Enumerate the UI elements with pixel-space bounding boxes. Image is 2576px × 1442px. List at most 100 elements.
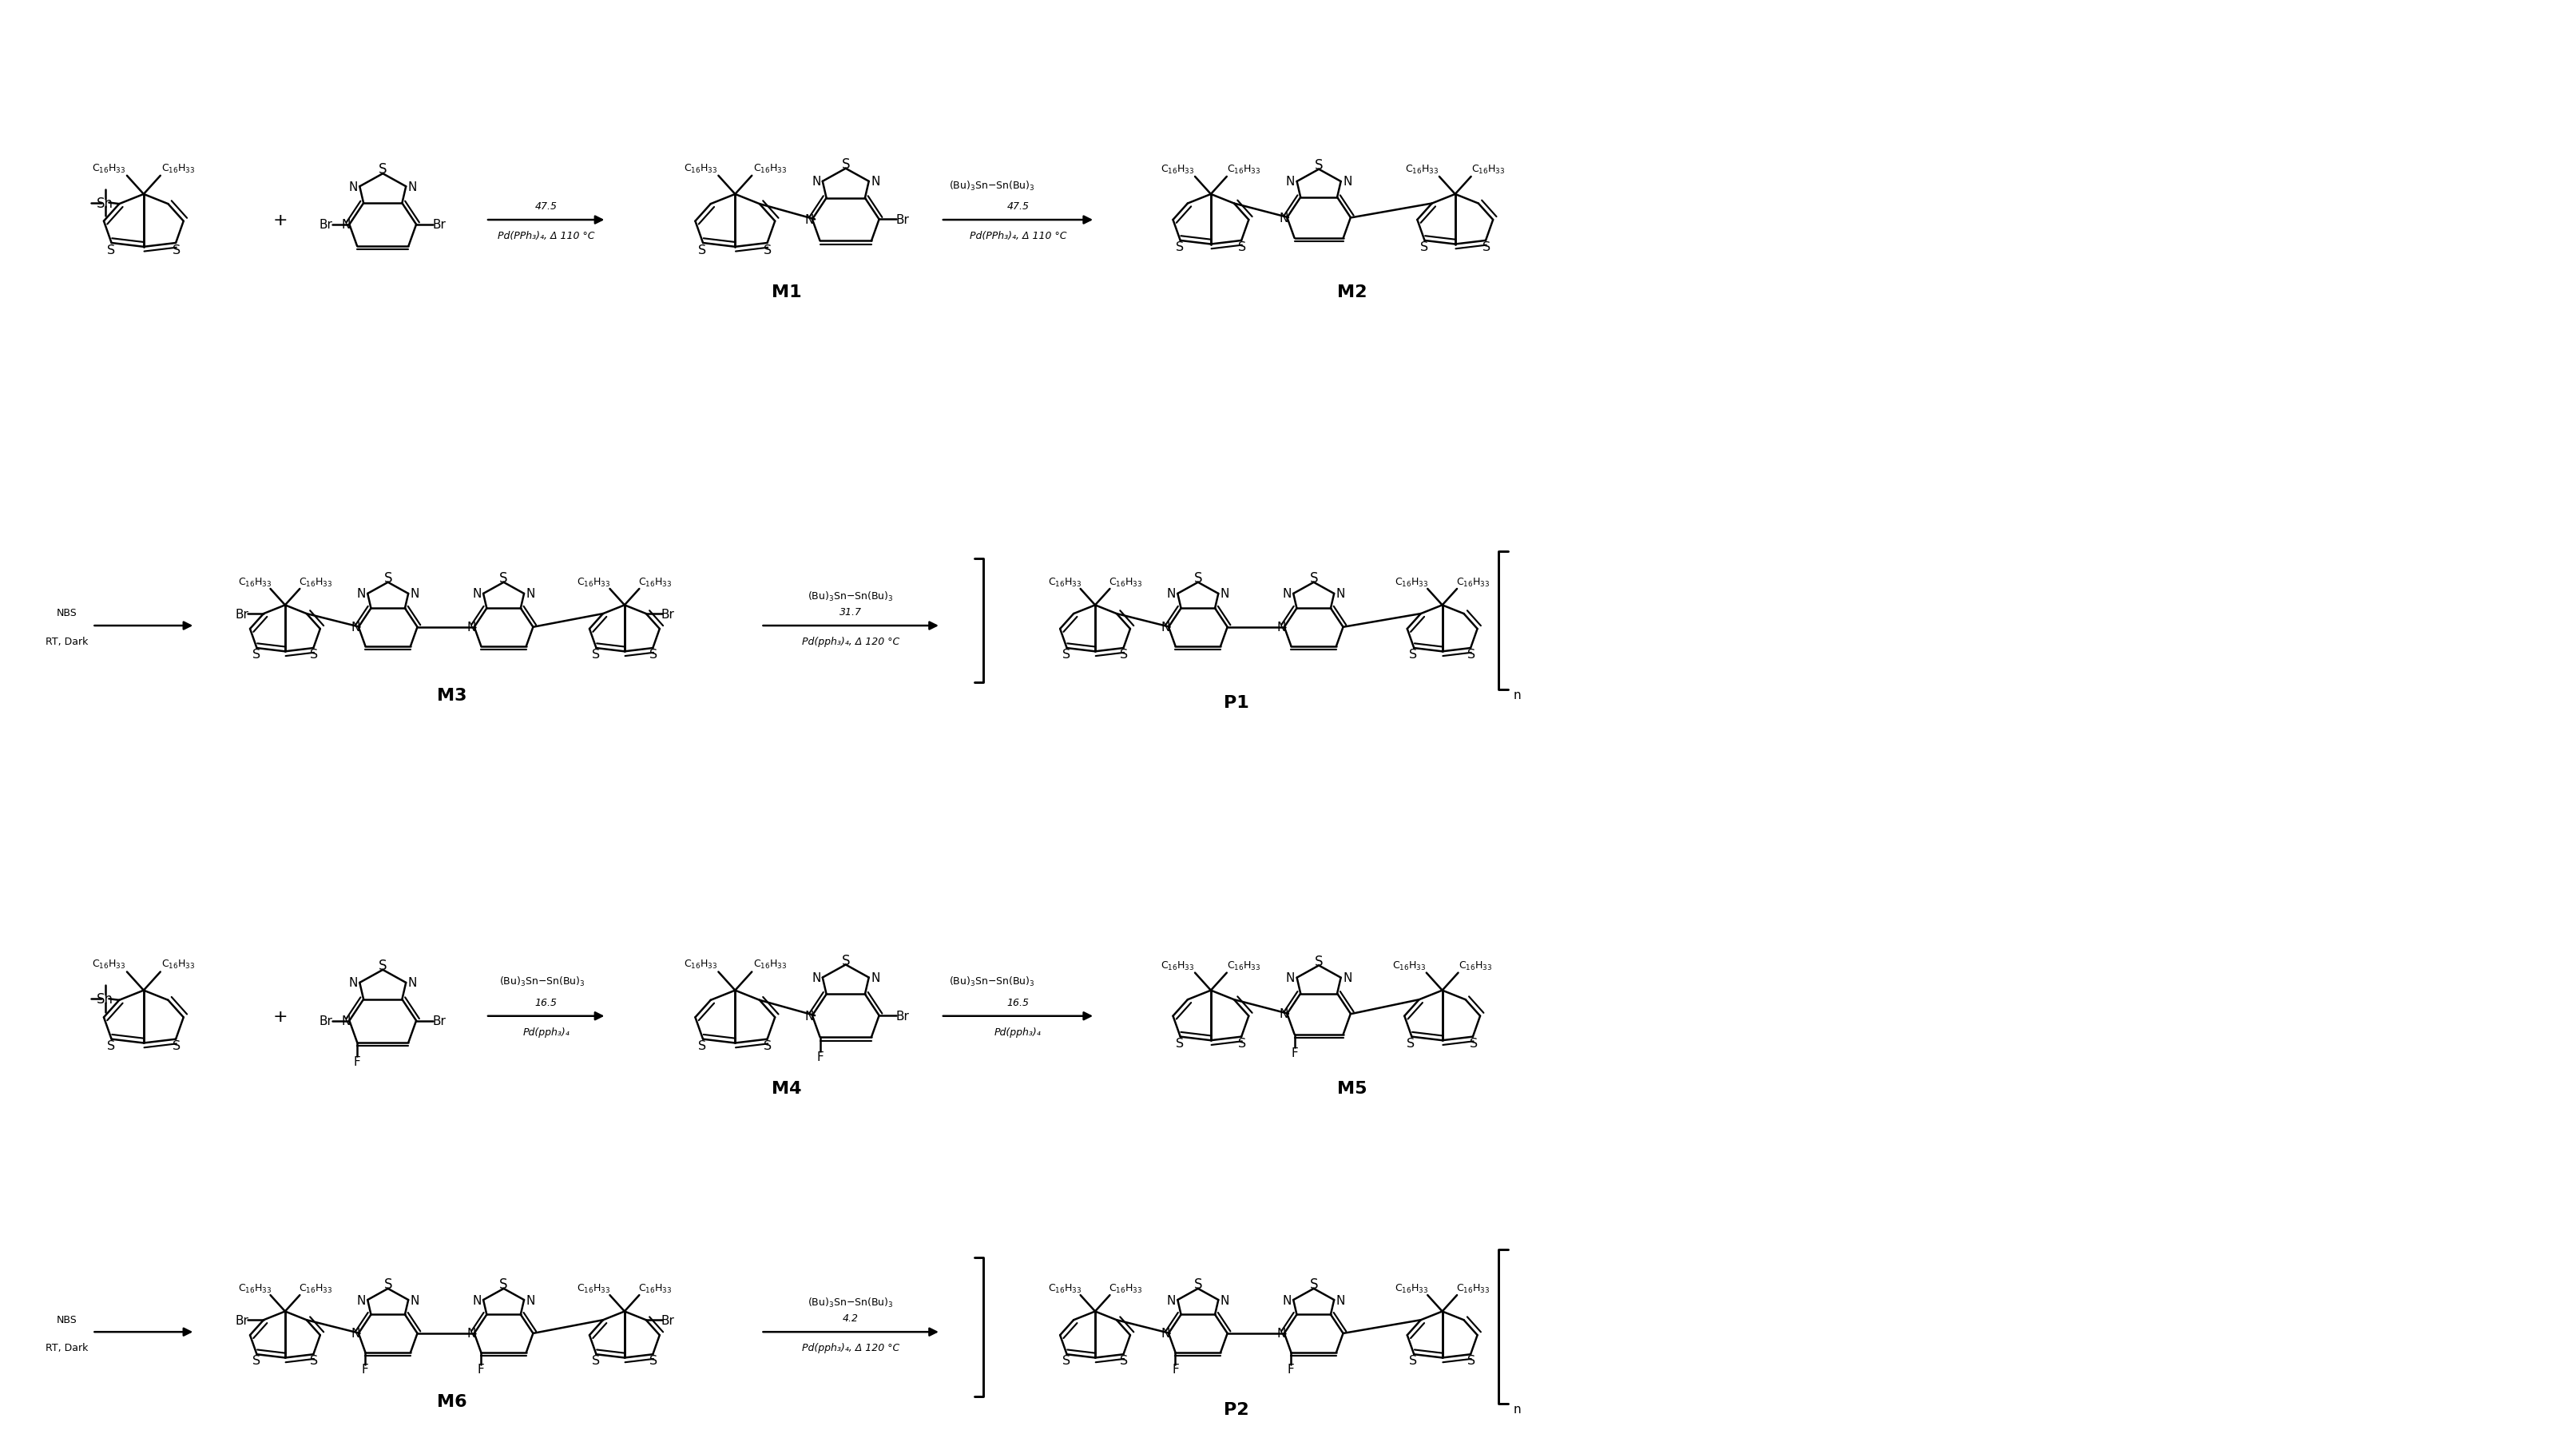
Text: (Bu)$_3$Sn$-$Sn(Bu)$_3$: (Bu)$_3$Sn$-$Sn(Bu)$_3$ (809, 1296, 894, 1309)
Text: S: S (649, 1354, 657, 1366)
Text: C$_{16}$H$_{33}$: C$_{16}$H$_{33}$ (1048, 577, 1082, 588)
Text: Br: Br (234, 1314, 250, 1327)
Text: N: N (1283, 1293, 1291, 1306)
Text: S: S (1175, 1037, 1182, 1048)
Text: S: S (698, 244, 706, 255)
Text: N: N (871, 176, 881, 187)
Text: S: S (842, 953, 850, 968)
Text: S: S (106, 1040, 116, 1051)
Text: M1: M1 (773, 284, 801, 300)
Text: C$_{16}$H$_{33}$: C$_{16}$H$_{33}$ (1455, 577, 1489, 588)
Text: Pd(pph₃)₄: Pd(pph₃)₄ (523, 1027, 569, 1037)
Text: C$_{16}$H$_{33}$: C$_{16}$H$_{33}$ (237, 577, 270, 588)
Text: 16.5: 16.5 (536, 996, 556, 1008)
Text: C$_{16}$H$_{33}$: C$_{16}$H$_{33}$ (1108, 1282, 1144, 1295)
Text: C$_{16}$H$_{33}$: C$_{16}$H$_{33}$ (1394, 959, 1427, 972)
Text: N: N (350, 622, 361, 633)
Text: C$_{16}$H$_{33}$: C$_{16}$H$_{33}$ (1048, 1282, 1082, 1295)
Text: S: S (379, 957, 386, 972)
Text: N: N (410, 1293, 420, 1306)
Text: P1: P1 (1224, 695, 1249, 711)
Text: S: S (500, 571, 507, 585)
Text: S: S (842, 157, 850, 172)
Text: S: S (252, 647, 260, 660)
Text: S: S (173, 1040, 180, 1051)
Text: S: S (173, 244, 180, 255)
Text: N: N (1162, 1328, 1170, 1340)
Text: S: S (1121, 1354, 1128, 1366)
Text: F: F (353, 1056, 361, 1067)
Text: N: N (1167, 588, 1175, 600)
Text: S: S (1309, 571, 1319, 585)
Text: C$_{16}$H$_{33}$: C$_{16}$H$_{33}$ (752, 959, 786, 970)
Text: N: N (804, 213, 814, 226)
Text: M2: M2 (1337, 284, 1368, 300)
Text: S: S (765, 244, 773, 255)
Text: N: N (350, 1328, 361, 1340)
Text: N: N (1167, 1293, 1175, 1306)
Text: C$_{16}$H$_{33}$: C$_{16}$H$_{33}$ (639, 577, 672, 588)
Text: N: N (1342, 972, 1352, 983)
Text: S: S (1193, 571, 1203, 585)
Text: S: S (384, 1276, 392, 1291)
Text: C$_{16}$H$_{33}$: C$_{16}$H$_{33}$ (683, 163, 716, 174)
Text: N: N (355, 588, 366, 600)
Text: F: F (1172, 1363, 1180, 1376)
Text: S: S (1481, 241, 1492, 254)
Text: S: S (649, 647, 657, 660)
Text: S: S (1314, 159, 1324, 173)
Text: 16.5: 16.5 (1007, 996, 1030, 1008)
Text: Br: Br (319, 1015, 332, 1027)
Text: N: N (526, 588, 536, 600)
Text: Pd(pph₃)₄, Δ 120 °C: Pd(pph₃)₄, Δ 120 °C (801, 636, 899, 646)
Text: C$_{16}$H$_{33}$: C$_{16}$H$_{33}$ (639, 1282, 672, 1295)
Text: RT, Dark: RT, Dark (46, 1343, 88, 1353)
Text: S: S (1239, 241, 1247, 254)
Text: S: S (1193, 1276, 1203, 1291)
Text: N: N (1278, 1328, 1285, 1340)
Text: C$_{16}$H$_{33}$: C$_{16}$H$_{33}$ (1162, 959, 1195, 972)
Text: C$_{16}$H$_{33}$: C$_{16}$H$_{33}$ (1455, 1282, 1489, 1295)
Text: F: F (1291, 1047, 1298, 1058)
Text: S: S (1061, 647, 1069, 660)
Text: F: F (817, 1051, 824, 1063)
Text: C$_{16}$H$_{33}$: C$_{16}$H$_{33}$ (752, 163, 786, 174)
Text: Br: Br (662, 609, 675, 620)
Text: N: N (471, 588, 482, 600)
Text: C$_{16}$H$_{33}$: C$_{16}$H$_{33}$ (93, 163, 126, 174)
Text: Sn: Sn (98, 992, 113, 1007)
Text: Pd(pph₃)₄: Pd(pph₃)₄ (994, 1027, 1041, 1037)
Text: S: S (1468, 647, 1476, 660)
Text: N: N (1278, 622, 1285, 633)
Text: Br: Br (433, 219, 446, 231)
Text: S: S (1409, 647, 1417, 660)
Text: N: N (1221, 588, 1229, 600)
Text: S: S (592, 1354, 600, 1366)
Text: S: S (309, 647, 317, 660)
Text: S: S (1239, 1037, 1247, 1048)
Text: S: S (1406, 1037, 1414, 1048)
Text: C$_{16}$H$_{33}$: C$_{16}$H$_{33}$ (577, 577, 611, 588)
Text: N: N (466, 622, 477, 633)
Text: C$_{16}$H$_{33}$: C$_{16}$H$_{33}$ (1406, 164, 1440, 176)
Text: S: S (252, 1354, 260, 1366)
Text: Pd(PPh₃)₄, Δ 110 °C: Pd(PPh₃)₄, Δ 110 °C (969, 231, 1066, 241)
Text: N: N (1337, 588, 1345, 600)
Text: C$_{16}$H$_{33}$: C$_{16}$H$_{33}$ (1394, 1282, 1430, 1295)
Text: S: S (1419, 241, 1427, 254)
Text: 47.5: 47.5 (1007, 200, 1030, 212)
Text: N: N (1283, 588, 1291, 600)
Text: 31.7: 31.7 (840, 607, 863, 617)
Text: C$_{16}$H$_{33}$: C$_{16}$H$_{33}$ (299, 577, 332, 588)
Text: Br: Br (319, 219, 332, 231)
Text: N: N (471, 1293, 482, 1306)
Text: C$_{16}$H$_{33}$: C$_{16}$H$_{33}$ (162, 959, 196, 970)
Text: Pd(PPh₃)₄, Δ 110 °C: Pd(PPh₃)₄, Δ 110 °C (497, 231, 595, 241)
Text: 47.5: 47.5 (536, 200, 556, 212)
Text: N: N (355, 1293, 366, 1306)
Text: S: S (1409, 1354, 1417, 1366)
Text: N: N (407, 182, 417, 193)
Text: C$_{16}$H$_{33}$: C$_{16}$H$_{33}$ (1226, 959, 1260, 972)
Text: S: S (1314, 953, 1324, 968)
Text: N: N (871, 972, 881, 983)
